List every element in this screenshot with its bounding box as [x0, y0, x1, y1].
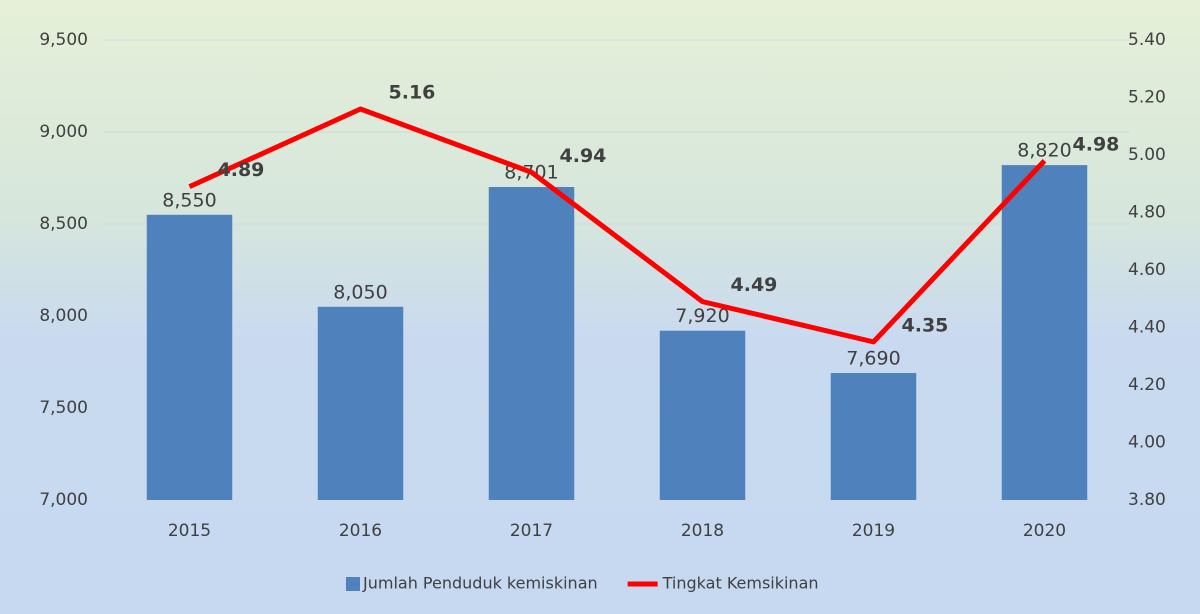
bar-value-label: 8,820: [1017, 140, 1071, 162]
x-tick-label: 2020: [1023, 521, 1066, 541]
y2-tick-label: 4.00: [1128, 433, 1166, 453]
y-tick-label: 7,500: [39, 398, 88, 418]
bar: [317, 306, 404, 500]
x-tick-label: 2016: [339, 521, 382, 541]
y2-tick-label: 4.80: [1128, 203, 1166, 223]
line-value-label: 4.89: [218, 159, 265, 181]
x-tick-label: 2018: [681, 521, 724, 541]
x-tick-label: 2019: [852, 521, 895, 541]
y-tick-label: 8,000: [39, 306, 88, 326]
bar-value-label: 8,550: [162, 189, 216, 211]
bar-value-label: 7,920: [675, 305, 729, 327]
line-value-label: 4.94: [560, 145, 607, 167]
bar: [830, 373, 917, 500]
legend-label: Tingkat Kemsikinan: [662, 574, 819, 593]
y2-tick-label: 4.20: [1128, 375, 1166, 395]
y2-tick-label: 5.20: [1128, 88, 1166, 108]
y2-tick-label: 5.40: [1128, 30, 1166, 50]
x-tick-label: 2017: [510, 521, 553, 541]
y-tick-label: 9,500: [39, 30, 88, 50]
y2-tick-label: 3.80: [1128, 490, 1166, 510]
line-value-label: 4.49: [731, 274, 778, 296]
line-value-label: 5.16: [389, 82, 436, 104]
y-tick-label: 7,000: [39, 490, 88, 510]
bar-value-label: 8,050: [333, 281, 387, 303]
x-tick-label: 2015: [168, 521, 211, 541]
y-tick-label: 9,000: [39, 122, 88, 142]
y2-tick-label: 4.40: [1128, 318, 1166, 338]
y2-tick-label: 5.00: [1128, 145, 1166, 165]
bar: [488, 187, 575, 501]
legend-label: Jumlah Penduduk kemiskinan: [362, 574, 598, 593]
bar: [1001, 165, 1088, 500]
bar-value-label: 7,690: [846, 348, 900, 370]
legend-swatch: [346, 577, 360, 591]
bar: [146, 214, 233, 501]
line-value-label: 4.98: [1073, 133, 1120, 155]
y-tick-label: 8,500: [39, 214, 88, 234]
line-value-label: 4.35: [902, 314, 949, 336]
line: [188, 106, 1047, 345]
y2-tick-label: 4.60: [1128, 260, 1166, 280]
bar: [659, 330, 746, 500]
